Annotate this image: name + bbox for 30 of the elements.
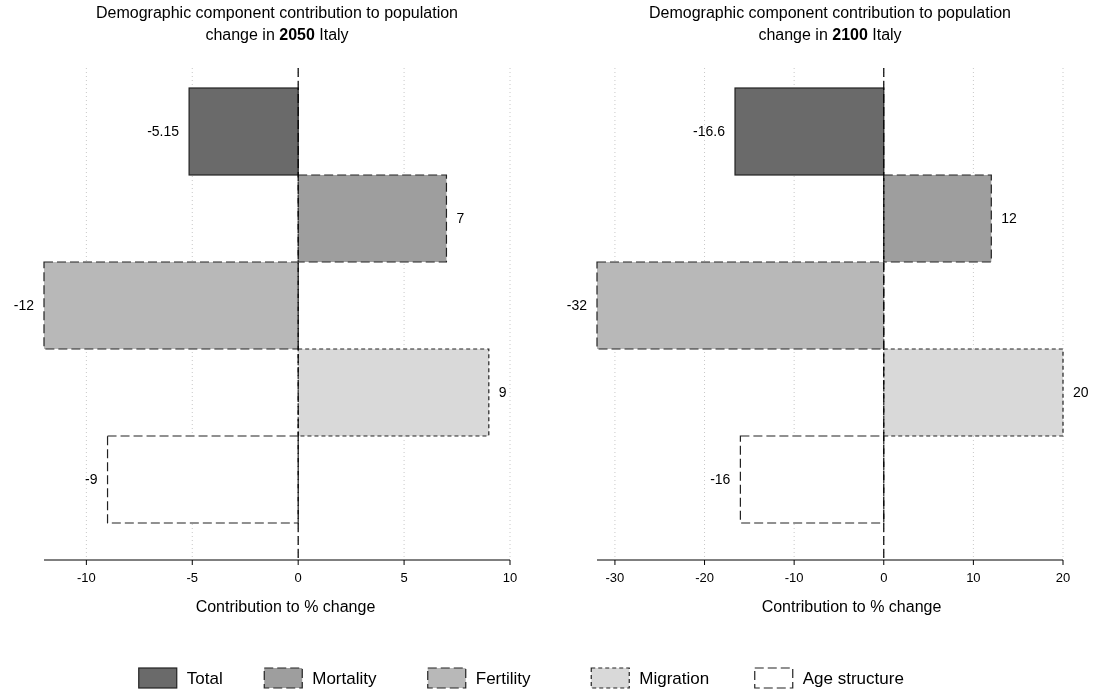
data-label: -16.6 bbox=[693, 123, 726, 140]
legend-label: Age structure bbox=[802, 668, 904, 688]
legend-label: Total bbox=[186, 668, 223, 688]
legend-label: Mortality bbox=[312, 668, 377, 688]
x-tick-label: 5 bbox=[400, 570, 408, 585]
data-label: -12 bbox=[13, 297, 35, 314]
x-tick-label: 10 bbox=[966, 570, 981, 585]
data-label: -16 bbox=[710, 471, 731, 488]
legend-label: Fertility bbox=[475, 668, 532, 688]
x-axis-title: Contribution to % change bbox=[761, 598, 942, 615]
x-tick-label: -10 bbox=[784, 570, 804, 585]
x-axis-title: Contribution to % change bbox=[195, 598, 376, 615]
data-label: 20 bbox=[1073, 384, 1089, 401]
x-tick-label: -10 bbox=[76, 570, 96, 585]
x-tick-label: 10 bbox=[502, 570, 518, 585]
data-label: -9 bbox=[85, 471, 98, 488]
chart-title: Demographic component contribution to population change in 2050 Italy bbox=[95, 4, 459, 43]
x-tick-label: -20 bbox=[695, 570, 714, 585]
chart-title: Demographic component contribution to population change in 2100 Italy bbox=[648, 4, 1012, 43]
legend-label: Migration bbox=[639, 668, 710, 688]
x-tick-label: 20 bbox=[1055, 570, 1071, 585]
x-tick-label: 0 bbox=[880, 570, 888, 585]
x-tick-label: -30 bbox=[605, 570, 625, 585]
data-label: -32 bbox=[566, 297, 588, 314]
x-tick-label: 0 bbox=[294, 570, 302, 585]
data-label: 12 bbox=[1001, 210, 1018, 227]
data-label: 9 bbox=[498, 384, 507, 401]
data-label: -5.15 bbox=[147, 123, 180, 140]
data-label: 7 bbox=[456, 210, 465, 227]
x-tick-label: -5 bbox=[186, 570, 199, 585]
